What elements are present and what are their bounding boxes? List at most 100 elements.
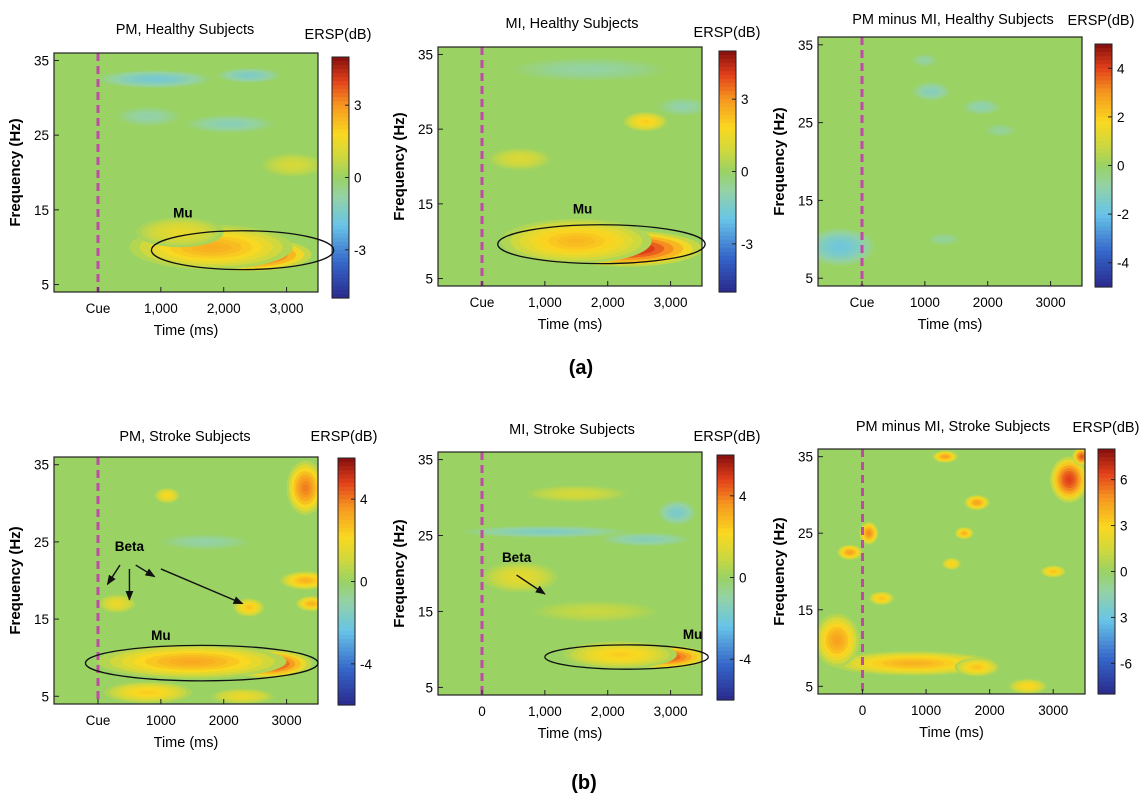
colorbar-segment: [338, 540, 355, 546]
x-tick-label: 3000: [272, 713, 302, 728]
colorbar-segment: [332, 165, 349, 171]
mu-band-outline: [84, 644, 319, 682]
colorbar-segment: [338, 544, 355, 550]
colorbar-segment: [1095, 226, 1112, 231]
x-axis-label: Time (ms): [154, 735, 219, 751]
colorbar-segment: [1098, 645, 1115, 650]
colorbar-segment: [717, 695, 734, 701]
colorbar-segment: [719, 247, 736, 253]
colorbar-segment: [1095, 108, 1112, 114]
colorbar: 3 0 -3: [331, 56, 366, 299]
heatmap-cells: [98, 67, 318, 272]
colorbar-segment: [719, 203, 736, 209]
colorbar-segment: [719, 211, 736, 217]
colorbar-segment: [719, 283, 736, 289]
heatmap-region-13: [1025, 685, 1031, 688]
colorbar-segment: [717, 532, 734, 538]
colorbar-segment: [1095, 193, 1112, 199]
colorbar-segment: [338, 565, 355, 570]
y-tick-label: 5: [41, 278, 49, 293]
colorbar-tick-label: 6: [1120, 473, 1128, 488]
x-tick-label: 0: [478, 704, 486, 719]
colorbar-segment: [717, 565, 734, 570]
plot-frame: [817, 36, 1083, 287]
colorbar-segment: [332, 181, 349, 187]
heatmap-region-3: [303, 484, 308, 492]
chart-title: PM minus MI, Stroke Subjects: [856, 419, 1050, 435]
colorbar-segment: [719, 267, 736, 273]
colorbar-segment: [719, 103, 736, 108]
colorbar-segment: [719, 255, 736, 261]
colorbar-tick-label: -4: [739, 652, 751, 667]
heatmap-panel-5: 5 15 25 35 0 1,000 2,000 3,000 Time (ms) Frequenc…: [391, 422, 760, 742]
colorbar-segment: [1095, 76, 1112, 82]
colorbar-segment: [717, 614, 734, 619]
colorbar-segment: [332, 261, 349, 267]
heatmap-region-1: [835, 244, 845, 250]
y-tick-label: 35: [34, 458, 49, 473]
colorbar-segment: [1098, 600, 1115, 605]
heatmap-region-4: [147, 78, 162, 81]
colorbar-segment: [332, 105, 349, 110]
heatmap-region-2: [200, 244, 222, 250]
colorbar-segment: [1098, 534, 1115, 540]
colorbar-segment: [332, 89, 349, 94]
colorbar-tick-label: -3: [741, 237, 753, 252]
colorbar-segment: [719, 55, 736, 60]
colorbar-segment: [338, 589, 355, 595]
colorbar-segment: [338, 495, 355, 500]
colorbar-tick-label: -2: [1117, 207, 1129, 222]
colorbar-segment: [717, 569, 734, 575]
colorbar-segment: [332, 277, 349, 283]
colorbar-segment: [1095, 206, 1112, 211]
colorbar-segment: [332, 169, 349, 175]
colorbar-tick-label: 0: [741, 165, 749, 180]
colorbar-segment: [338, 696, 355, 702]
heatmap-region-6: [923, 59, 927, 62]
heatmap-region-2: [566, 238, 586, 244]
y-tick-label: 35: [418, 47, 433, 62]
colorbar-segment: [1095, 145, 1112, 150]
colorbar-segment: [1098, 624, 1115, 630]
x-tick-label: Cue: [86, 713, 111, 728]
colorbar-segment: [717, 638, 734, 644]
x-axis-label: Time (ms): [918, 317, 983, 333]
colorbar-segment: [1095, 68, 1112, 73]
y-tick-label: 15: [418, 604, 433, 619]
colorbar-segment: [332, 241, 349, 247]
colorbar-segment: [1095, 133, 1112, 138]
x-tick-label: 2,000: [591, 704, 625, 719]
colorbar-segment: [1098, 526, 1115, 532]
colorbar-segment: [1098, 473, 1115, 479]
colorbar-segment: [719, 167, 736, 173]
colorbar-segment: [719, 239, 736, 245]
colorbar-segment: [1098, 571, 1115, 577]
colorbar-segment: [717, 512, 734, 517]
colorbar-segment: [332, 117, 349, 122]
colorbar-segment: [1095, 218, 1112, 223]
colorbar-segment: [338, 552, 355, 558]
colorbar-segment: [717, 499, 734, 505]
colorbar-segment: [338, 523, 355, 529]
colorbar-segment: [338, 527, 355, 533]
y-tick-label: 35: [34, 53, 49, 68]
heatmap-region-8: [974, 666, 980, 669]
heatmap-region-12: [879, 597, 884, 600]
x-tick-label: 3000: [1036, 295, 1066, 310]
colorbar-segment: [719, 79, 736, 84]
colorbar-segment: [719, 223, 736, 229]
plot-frame: [53, 52, 319, 293]
annotation-arrow: [106, 564, 121, 586]
colorbar-segment: [719, 287, 736, 293]
colorbar-segment: [719, 191, 736, 197]
heatmap-region-2: [1080, 455, 1084, 458]
colorbar-segment: [1098, 640, 1115, 646]
heatmap-region-2: [928, 90, 934, 93]
colorbar-segment: [719, 59, 736, 64]
heatmap-region-4: [834, 637, 840, 644]
colorbar-segment: [1095, 270, 1112, 276]
colorbar-segment: [332, 213, 349, 219]
colorbar-segment: [717, 516, 734, 521]
colorbar-segment: [332, 221, 349, 227]
colorbar-segment: [1095, 234, 1112, 239]
